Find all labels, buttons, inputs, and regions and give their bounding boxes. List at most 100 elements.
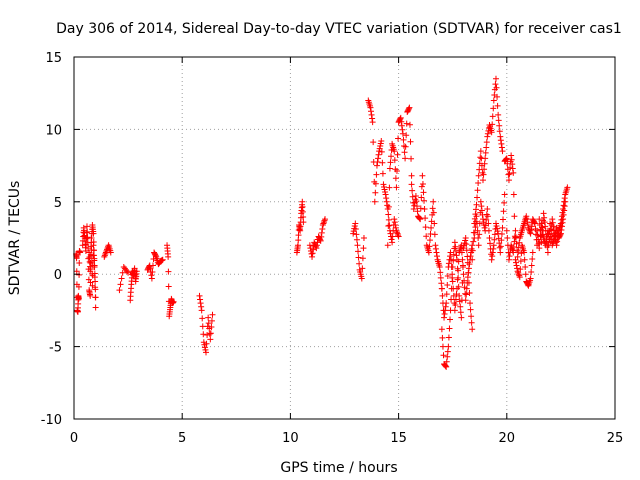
data-point: [377, 143, 384, 150]
data-point: [521, 256, 528, 263]
data-point: [483, 144, 490, 151]
data-point: [383, 195, 390, 202]
data-point: [391, 157, 398, 164]
data-point: [431, 220, 438, 227]
data-point: [377, 140, 384, 147]
plot-frame: [73, 56, 616, 420]
data-point: [465, 265, 472, 272]
data-point: [480, 171, 487, 178]
data-point: [206, 330, 213, 337]
data-point: [490, 97, 497, 104]
data-point: [536, 245, 543, 252]
data-point: [449, 271, 456, 278]
data-point: [372, 189, 379, 196]
data-point: [379, 159, 386, 166]
data-point: [504, 235, 511, 241]
data-point: [509, 165, 516, 172]
data-point: [354, 242, 361, 249]
data-point: [508, 156, 515, 163]
data-point: [165, 268, 172, 275]
data-point: [295, 237, 302, 244]
data-point: [118, 275, 125, 282]
data-point: [497, 133, 504, 140]
data-point: [299, 203, 306, 210]
data-point: [385, 216, 392, 223]
data-point: [375, 151, 382, 158]
data-point: [557, 230, 564, 237]
data-point: [494, 228, 501, 235]
data-point: [147, 265, 154, 272]
data-point: [395, 232, 402, 239]
data-point: [408, 172, 415, 179]
data-point: [198, 307, 205, 314]
data-point: [201, 344, 208, 351]
data-point: [497, 249, 504, 256]
data-point: [537, 233, 544, 240]
data-point: [419, 172, 426, 179]
data-point: [312, 243, 319, 250]
data-point: [310, 246, 317, 253]
data-point: [494, 102, 501, 109]
data-point: [446, 325, 453, 332]
data-point: [475, 179, 482, 186]
data-point: [513, 262, 520, 269]
data-point: [299, 198, 306, 205]
data-point: [513, 240, 520, 247]
data-point: [439, 343, 446, 350]
data-point: [369, 115, 376, 122]
data-point: [432, 245, 439, 252]
data-point: [91, 257, 98, 264]
data-point: [541, 219, 548, 226]
data-point: [368, 111, 375, 118]
data-point: [433, 249, 440, 256]
data-point: [360, 235, 367, 241]
data-point: [124, 268, 131, 275]
data-point: [541, 214, 548, 221]
data-point: [387, 159, 394, 166]
data-point: [76, 271, 83, 278]
data-point: [500, 216, 507, 223]
data-point: [517, 258, 524, 265]
data-point: [373, 171, 380, 178]
data-point: [376, 145, 383, 152]
data-point: [353, 231, 360, 238]
data-point: [464, 279, 471, 286]
data-point: [459, 263, 466, 270]
data-point: [430, 209, 437, 216]
data-point: [159, 256, 166, 263]
data-point: [494, 93, 501, 100]
data-point: [83, 223, 90, 230]
data-point: [514, 265, 521, 272]
data-point: [405, 105, 412, 112]
data-point: [514, 253, 521, 260]
data-point: [559, 219, 566, 226]
data-point: [352, 220, 359, 227]
data-point: [538, 239, 545, 246]
data-point: [505, 256, 512, 263]
data-point: [429, 205, 436, 212]
data-point: [444, 353, 451, 360]
data-point: [389, 233, 396, 240]
data-point: [393, 184, 400, 191]
data-point: [421, 206, 428, 213]
data-point: [484, 130, 491, 137]
data-point: [92, 278, 99, 285]
data-point: [490, 242, 497, 249]
data-point: [561, 207, 568, 214]
data-point: [527, 275, 534, 282]
data-point: [385, 203, 392, 210]
data-point: [87, 279, 94, 286]
data-point: [524, 221, 531, 228]
data-point: [482, 149, 489, 156]
data-point: [450, 251, 457, 258]
data-point: [499, 224, 506, 231]
data-point: [560, 202, 567, 209]
data-point: [422, 224, 429, 231]
data-point: [446, 253, 453, 260]
data-point: [152, 252, 159, 259]
data-point: [92, 286, 99, 293]
data-point: [306, 242, 313, 249]
data-point: [394, 230, 401, 237]
data-point: [503, 227, 510, 234]
data-point: [479, 216, 486, 223]
